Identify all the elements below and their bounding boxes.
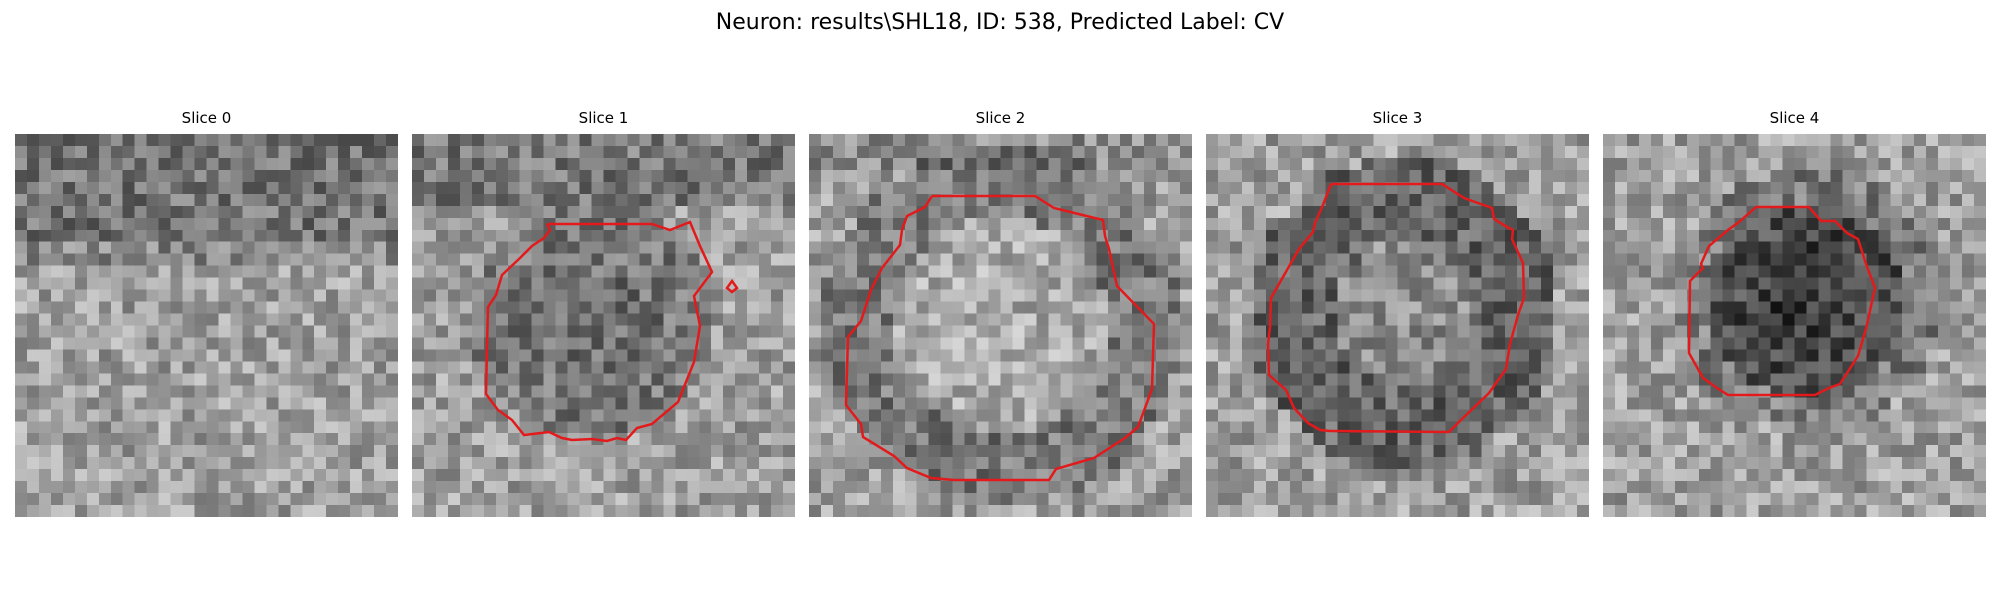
contour-overlay bbox=[484, 220, 739, 443]
slice-panel-1: Slice 1 bbox=[412, 108, 795, 517]
slice-image bbox=[809, 134, 1192, 517]
contour-overlay bbox=[1266, 182, 1526, 434]
figure-title: Neuron: results\SHL18, ID: 538, Predicte… bbox=[715, 10, 1285, 35]
slice-image bbox=[15, 134, 398, 517]
contour-overlay bbox=[1687, 205, 1877, 397]
slice-panel-3: Slice 3 bbox=[1206, 108, 1589, 517]
contour-overlay bbox=[844, 194, 1156, 482]
slice-title: Slice 2 bbox=[975, 109, 1026, 127]
neuron-contour bbox=[1687, 205, 1877, 397]
slice-panel-0: Slice 0 bbox=[15, 108, 398, 517]
slice-panel-4: Slice 4 bbox=[1603, 108, 1986, 517]
neuron-contour bbox=[484, 220, 714, 443]
neuron-contour bbox=[1266, 182, 1526, 434]
slice-image bbox=[412, 134, 795, 517]
slice-panel-2: Slice 2 bbox=[809, 108, 1192, 517]
slice-image bbox=[1603, 134, 1986, 517]
neuron-contour-fragment bbox=[725, 278, 739, 294]
slice-title: Slice 1 bbox=[578, 109, 629, 127]
slice-title: Slice 0 bbox=[181, 109, 232, 127]
slice-title: Slice 4 bbox=[1769, 109, 1820, 127]
neuron-contour bbox=[844, 194, 1156, 482]
slice-title: Slice 3 bbox=[1372, 109, 1423, 127]
